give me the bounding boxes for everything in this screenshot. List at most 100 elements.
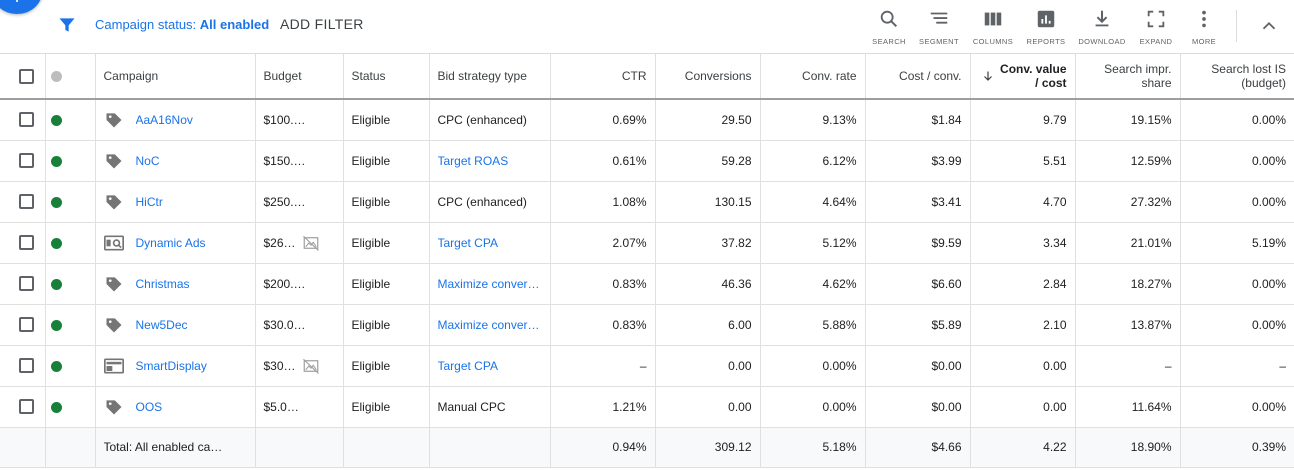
bid-strategy-value[interactable]: Target CPA	[437, 235, 498, 250]
total-cost-conv: $4.66	[865, 427, 971, 467]
enabled-status-dot-icon[interactable]	[50, 360, 62, 372]
table-row[interactable]: SmartDisplay $30… Eligible Target CPA – …	[0, 345, 1294, 386]
header-cost-conv[interactable]: Cost / conv.	[865, 54, 971, 99]
enabled-status-dot-icon[interactable]	[50, 319, 62, 331]
budget-value[interactable]: $30.0…	[263, 317, 306, 332]
header-budget[interactable]: Budget	[255, 54, 344, 99]
table-row[interactable]: Dynamic Ads $26… Eligible Target CPA 2.0…	[0, 222, 1294, 263]
cost-conv-value: $3.99	[865, 140, 971, 181]
search-impr-share-value: 11.64%	[1075, 386, 1181, 427]
table-toolbar: Campaign status: All enabled ADD FILTER …	[0, 0, 1294, 54]
segment-button[interactable]: SEGMENT	[909, 8, 969, 46]
table-row[interactable]: Christmas $200.… Eligible Maximize conve…	[0, 263, 1294, 304]
campaign-name-link[interactable]: HiCtr	[135, 194, 163, 209]
enabled-status-dot-icon[interactable]	[50, 278, 62, 290]
conversions-value: 37.82	[655, 222, 761, 263]
row-checkbox[interactable]	[19, 399, 34, 415]
columns-icon	[984, 12, 1002, 26]
campaign-name-link[interactable]: Christmas	[135, 276, 190, 291]
header-search-impr-share[interactable]: Search impr. share	[1075, 54, 1181, 99]
campaign-name-link[interactable]: Dynamic Ads	[135, 235, 206, 250]
search-campaign-icon	[104, 192, 124, 212]
expand-button[interactable]: EXPAND	[1126, 8, 1186, 46]
table-row[interactable]: AaA16Nov $100.… Eligible CPC (enhanced) …	[0, 99, 1294, 140]
chevron-up-icon[interactable]	[1258, 15, 1280, 37]
search-impr-share-value: 27.32%	[1075, 181, 1181, 222]
search-lost-is-value: –	[1279, 358, 1286, 373]
conversions-value: 130.15	[655, 181, 761, 222]
header-search-lost-is[interactable]: Search lost IS (budget)	[1180, 54, 1294, 99]
header-conv-rate[interactable]: Conv. rate	[760, 54, 866, 99]
reports-button[interactable]: REPORTS	[1016, 8, 1076, 46]
budget-value[interactable]: $5.0…	[263, 399, 299, 414]
campaign-name-link[interactable]: New5Dec	[135, 317, 188, 332]
budget-value[interactable]: $100.…	[263, 112, 306, 127]
cost-conv-value: $3.41	[865, 181, 971, 222]
filter-label: Campaign status:	[95, 17, 200, 32]
campaign-name-link[interactable]: OOS	[135, 399, 163, 414]
table-row[interactable]: NoC $150.… Eligible Target ROAS 0.61% 59…	[0, 140, 1294, 181]
add-filter-button[interactable]: ADD FILTER	[280, 16, 364, 32]
row-checkbox[interactable]	[19, 235, 34, 251]
enabled-status-dot-icon[interactable]	[50, 115, 62, 127]
budget-value[interactable]: $26…	[263, 235, 296, 250]
campaign-name-link[interactable]: NoC	[135, 153, 160, 168]
bid-strategy-value[interactable]: Target CPA	[437, 358, 498, 373]
conv-rate-value: 6.12%	[760, 140, 866, 181]
ctr-value: 1.21%	[550, 386, 656, 427]
search-lost-is-value: 5.19%	[1251, 235, 1286, 250]
header-bid-strategy[interactable]: Bid strategy type	[429, 54, 551, 99]
bid-strategy-value[interactable]: Target ROAS	[437, 153, 509, 168]
enabled-status-dot-icon[interactable]	[50, 401, 62, 413]
total-row: Total: All enabled ca… 0.94% 309.12 5.18% $4…	[0, 427, 1294, 467]
search-impr-share-value: 13.87%	[1075, 304, 1181, 345]
row-checkbox[interactable]	[19, 317, 34, 333]
download-button[interactable]: DOWNLOAD	[1072, 8, 1132, 46]
header-campaign[interactable]: Campaign	[95, 54, 256, 99]
header-status[interactable]: Status	[343, 54, 430, 99]
budget-value[interactable]: $200.…	[263, 276, 306, 291]
campaign-status-filter[interactable]: Campaign status: All enabled	[95, 17, 269, 32]
table-row[interactable]: HiCtr $250.… Eligible CPC (enhanced) 1.0…	[0, 181, 1294, 222]
row-checkbox[interactable]	[19, 194, 34, 210]
search-button[interactable]: SEARCH	[859, 8, 919, 46]
status-value: Eligible	[343, 345, 430, 386]
enabled-status-dot-icon[interactable]	[50, 155, 62, 167]
search-lost-is-value: 0.00%	[1251, 276, 1286, 291]
filter-icon[interactable]	[57, 15, 77, 35]
row-checkbox[interactable]	[19, 276, 34, 292]
header-conv-value-cost[interactable]: Conv. value / cost	[970, 54, 1076, 99]
budget-value[interactable]: $250.…	[263, 194, 306, 209]
search-campaign-icon	[104, 397, 124, 417]
conv-value-cost-value: 4.70	[970, 181, 1076, 222]
enabled-status-dot-icon[interactable]	[50, 196, 62, 208]
cost-conv-value: $5.89	[865, 304, 971, 345]
row-checkbox[interactable]	[19, 153, 34, 169]
status-header-dot-icon[interactable]	[50, 71, 62, 83]
budget-value[interactable]: $30…	[263, 358, 296, 373]
columns-button[interactable]: COLUMNS	[963, 8, 1023, 46]
campaign-name-link[interactable]: SmartDisplay	[135, 358, 207, 373]
conversions-value: 6.00	[655, 304, 761, 345]
search-impr-share-value: 19.15%	[1075, 99, 1181, 140]
select-all-checkbox[interactable]	[19, 68, 34, 84]
no-budget-image-icon[interactable]	[302, 234, 320, 252]
enabled-status-dot-icon[interactable]	[50, 237, 62, 249]
search-lost-is-value: 0.00%	[1251, 194, 1286, 209]
no-budget-image-icon[interactable]	[302, 357, 320, 375]
bid-strategy-value[interactable]: Maximize conver…	[437, 276, 540, 291]
header-conversions[interactable]: Conversions	[655, 54, 761, 99]
bid-strategy-value[interactable]: Maximize conver…	[437, 317, 540, 332]
header-ctr[interactable]: CTR	[550, 54, 656, 99]
row-checkbox[interactable]	[19, 112, 34, 128]
budget-value[interactable]: $150.…	[263, 153, 306, 168]
search-impr-share-value: 12.59%	[1075, 140, 1181, 181]
table-row[interactable]: New5Dec $30.0… Eligible Maximize conver……	[0, 304, 1294, 345]
more-button[interactable]: MORE	[1174, 8, 1234, 46]
row-checkbox[interactable]	[19, 358, 34, 374]
table-row[interactable]: OOS $5.0… Eligible Manual CPC 1.21% 0.00…	[0, 386, 1294, 427]
search-campaign-icon	[104, 315, 124, 335]
expand-label: EXPAND	[1139, 37, 1173, 46]
ctr-value: 0.83%	[550, 304, 656, 345]
campaign-name-link[interactable]: AaA16Nov	[135, 112, 193, 127]
